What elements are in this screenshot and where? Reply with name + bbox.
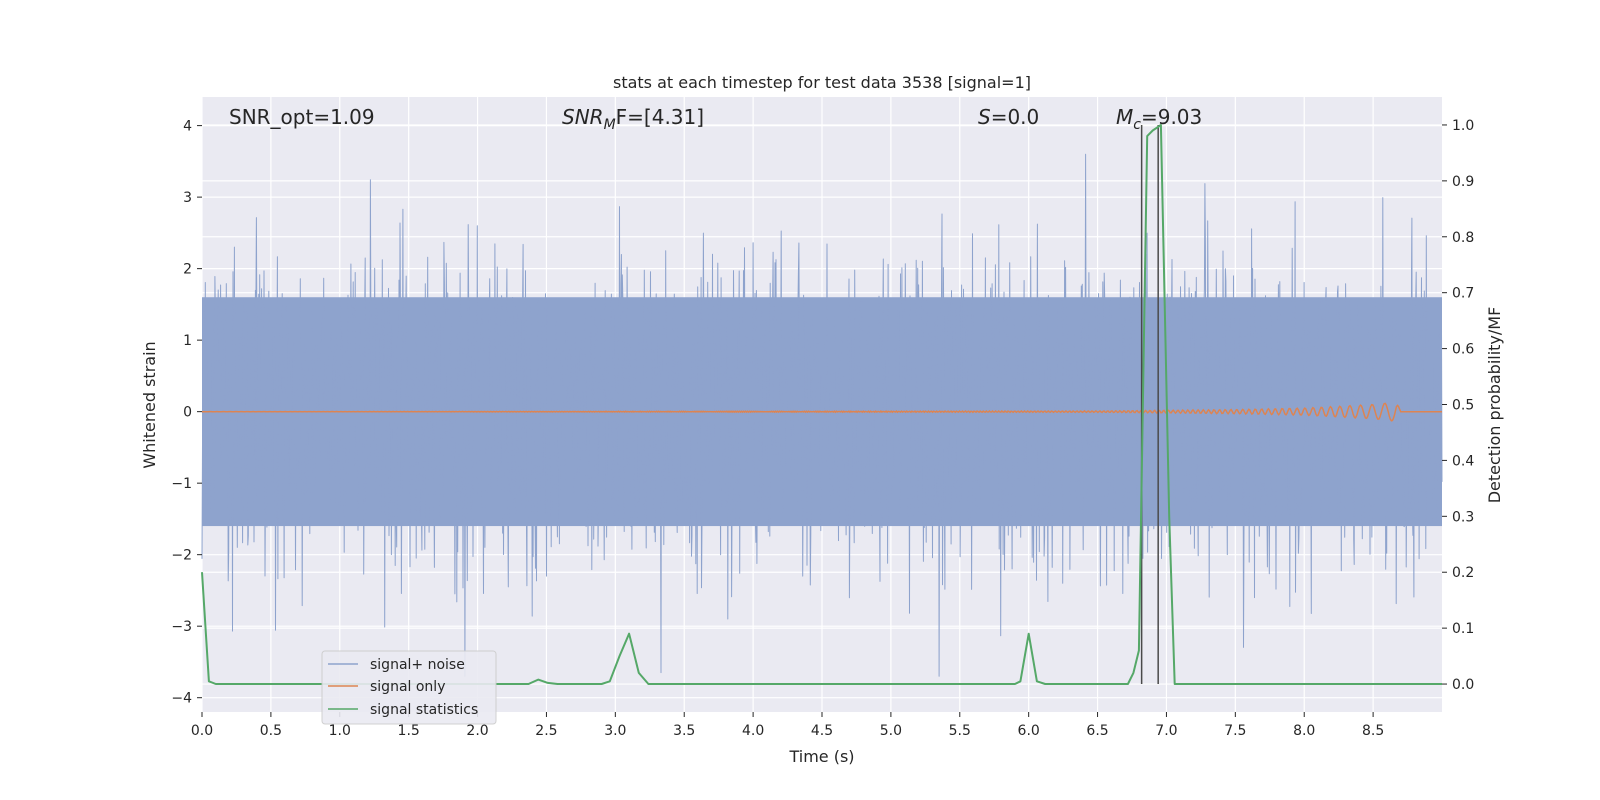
- y-ticks: 4 3 2 1 0 −1 −2 −3 −4: [171, 119, 202, 707]
- x-tick-label: 1.0: [329, 723, 351, 739]
- y-tick-label: −1: [171, 476, 192, 492]
- signal-statistics-series: [201, 124, 1442, 685]
- x-tick-label: 7.5: [1224, 723, 1246, 739]
- y-axis-label: Whitened strain: [140, 341, 159, 468]
- x-tick-label: 2.5: [535, 723, 557, 739]
- x-tick-label: 1.5: [398, 723, 420, 739]
- y2-tick-label: 0.3: [1452, 509, 1474, 525]
- y-tick-label: 3: [183, 190, 192, 206]
- snr-mf-name: SNR: [562, 105, 604, 129]
- y2-tick-label: 0.5: [1452, 398, 1474, 414]
- y-tick-label: 1: [183, 333, 192, 349]
- x-tick-label: 3.5: [673, 723, 695, 739]
- y-tick-label: 0: [183, 405, 192, 421]
- signal-only-line: [202, 402, 1442, 422]
- legend-box: [321, 650, 497, 725]
- y-tick-label: 2: [183, 262, 192, 278]
- legend-label-signal-statistics: signal statistics: [370, 702, 478, 718]
- x-axis-label: Time (s): [788, 747, 854, 766]
- y2-tick-label: 0.0: [1452, 677, 1474, 693]
- x-tick-label: 8.0: [1293, 723, 1315, 739]
- signal-noise-line: [201, 153, 1443, 677]
- x-tick-label: 2.0: [466, 723, 488, 739]
- legend-label-signal-only: signal only: [370, 679, 445, 695]
- x-tick-label: 3.0: [604, 723, 626, 739]
- x-tick-label: 0.0: [191, 723, 213, 739]
- y-tick-label: 4: [183, 119, 192, 135]
- mc-sub: c: [1133, 117, 1141, 133]
- signal-statistics-line: [201, 124, 1442, 685]
- x-tick-label: 6.0: [1018, 723, 1040, 739]
- y-tick-label: −2: [171, 548, 192, 564]
- x-tick-label: 4.5: [811, 723, 833, 739]
- y2-tick-label: 0.8: [1452, 230, 1474, 246]
- annotation-snr-mf: SNRMF=[4.31]: [562, 105, 704, 133]
- y2-tick-label: 1.0: [1452, 118, 1474, 134]
- x-tick-label: 6.5: [1086, 723, 1108, 739]
- s-rest: =0.0: [991, 105, 1040, 129]
- y-tick-label: −4: [171, 691, 192, 707]
- annotation-s: S=0.0: [978, 105, 1039, 129]
- y2-tick-label: 0.7: [1452, 286, 1474, 302]
- legend: signal+ noise signal only signal statist…: [321, 650, 497, 725]
- snr-mf-sub: M: [604, 117, 616, 133]
- signal-only-series: [202, 402, 1442, 422]
- legend-label-signal-noise: signal+ noise: [370, 657, 465, 673]
- y2-axis-label: Detection probability/MF: [1485, 307, 1504, 504]
- x-tick-label: 5.5: [949, 723, 971, 739]
- snr-mf-rest: F=[4.31]: [616, 105, 704, 129]
- annotation-mc: Mc=9.03: [1116, 105, 1202, 133]
- y2-tick-label: 0.6: [1452, 342, 1474, 358]
- x-tick-label: 7.0: [1155, 723, 1177, 739]
- annotation-snr-opt: SNR_opt=1.09: [229, 105, 375, 129]
- x-tick-label: 5.0: [880, 723, 902, 739]
- y2-tick-label: 0.2: [1452, 565, 1474, 581]
- y2-tick-label: 0.1: [1452, 621, 1474, 637]
- chart-title: stats at each timestep for test data 353…: [613, 73, 1031, 92]
- y-tick-label: −3: [171, 619, 192, 635]
- y2-tick-label: 0.9: [1452, 174, 1474, 190]
- s-name: S: [978, 105, 991, 129]
- x-tick-label: 0.5: [260, 723, 282, 739]
- y2-tick-label: 0.4: [1452, 453, 1474, 469]
- x-tick-label: 4.0: [742, 723, 764, 739]
- x-ticks: 0.0 0.5 1.0 1.5 2.0 2.5 3.0 3.5 4.0 4.5 5.0 5.5 6.0 6…: [191, 712, 1384, 739]
- vertical-markers: [1140, 124, 1159, 685]
- x-tick-label: 8.5: [1362, 723, 1384, 739]
- mc-rest: =9.03: [1141, 105, 1202, 129]
- y2-ticks: 1.0 0.9 0.8 0.7 0.6 0.5 0.4 0.3 0.2 0.1 0.0: [1442, 118, 1474, 693]
- mc-name: M: [1116, 105, 1133, 129]
